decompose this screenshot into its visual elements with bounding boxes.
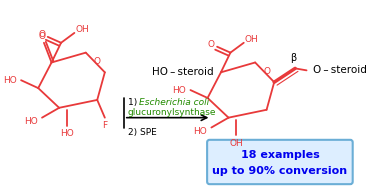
Text: HO: HO bbox=[24, 117, 37, 126]
Text: Escherichia coli: Escherichia coli bbox=[139, 98, 209, 107]
Text: HO: HO bbox=[172, 86, 186, 94]
Text: β: β bbox=[290, 53, 296, 63]
Text: 18 examples: 18 examples bbox=[240, 150, 319, 160]
Text: OH: OH bbox=[229, 139, 243, 148]
FancyBboxPatch shape bbox=[207, 140, 353, 184]
Text: O: O bbox=[39, 32, 46, 41]
Text: 2) SPE: 2) SPE bbox=[128, 128, 157, 137]
Text: O: O bbox=[208, 40, 215, 49]
Text: 1): 1) bbox=[128, 98, 139, 107]
Text: HO – steroid: HO – steroid bbox=[152, 67, 214, 77]
Text: O: O bbox=[94, 57, 101, 66]
Text: up to 90% conversion: up to 90% conversion bbox=[212, 166, 348, 176]
Text: HO: HO bbox=[3, 76, 17, 85]
Text: O: O bbox=[263, 67, 270, 76]
Text: O – steroid: O – steroid bbox=[313, 65, 367, 75]
Text: glucuronylsynthase: glucuronylsynthase bbox=[128, 108, 216, 117]
Text: OH: OH bbox=[244, 35, 258, 44]
Text: F: F bbox=[102, 121, 107, 130]
Text: HO: HO bbox=[60, 129, 73, 138]
Text: OH: OH bbox=[75, 26, 89, 34]
Text: HO: HO bbox=[193, 127, 207, 136]
Text: O: O bbox=[39, 30, 46, 39]
